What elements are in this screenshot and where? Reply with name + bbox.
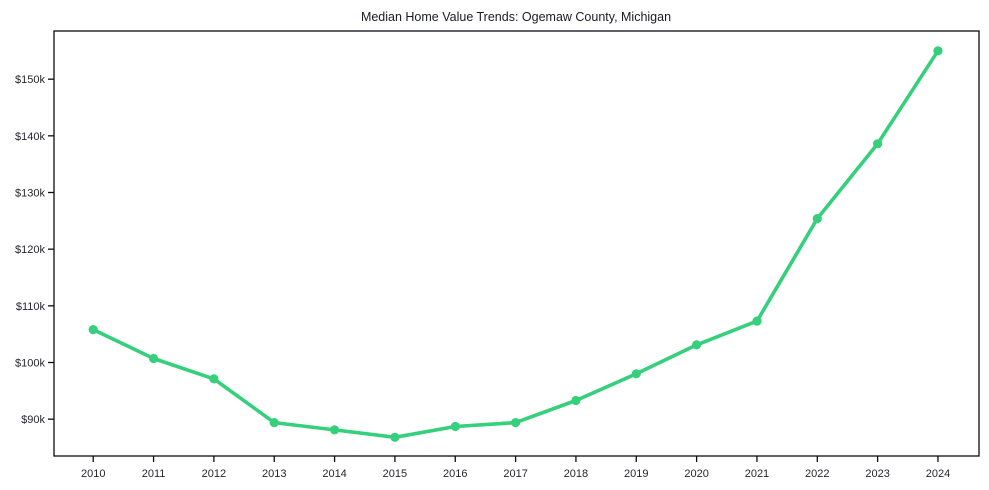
- y-tick-label: $100k: [15, 358, 45, 370]
- x-tick-label: 2020: [684, 468, 708, 480]
- data-point-2015: [390, 432, 400, 442]
- x-tick-label: 2011: [142, 468, 166, 480]
- data-point-2013: [269, 418, 279, 428]
- data-point-2023: [873, 139, 883, 149]
- y-tick-label: $90k: [21, 414, 45, 426]
- data-point-2022: [812, 214, 822, 224]
- y-tick-label: $140k: [15, 131, 45, 143]
- x-tick-label: 2013: [262, 468, 286, 480]
- chart-title: Median Home Value Trends: Ogemaw County,…: [361, 10, 671, 24]
- y-tick-label: $130k: [15, 188, 45, 200]
- data-point-2018: [571, 395, 581, 406]
- data-point-2021: [752, 316, 762, 326]
- data-point-2020: [692, 340, 702, 350]
- x-tick-label: 2023: [865, 468, 889, 480]
- x-tick-label: 2021: [745, 468, 769, 480]
- data-point-2011: [149, 353, 159, 364]
- y-tick-label: $110k: [16, 301, 46, 313]
- trend-line-group: [88, 46, 943, 442]
- data-point-2017: [510, 418, 521, 428]
- plot-area: [53, 30, 980, 457]
- x-tick-label: 2012: [202, 468, 226, 480]
- y-axis: $90k $100k $110k $120k $130k $140k $150k: [15, 74, 54, 426]
- x-tick-label: 2010: [81, 468, 105, 480]
- x-tick-label: 2016: [443, 468, 467, 480]
- data-point-2014: [330, 425, 340, 435]
- x-tick-label: 2014: [322, 468, 346, 480]
- x-tick-label: 2015: [383, 468, 407, 480]
- data-point-2019: [631, 369, 641, 379]
- y-tick-label: $120k: [15, 244, 45, 256]
- data-point-2010: [88, 325, 98, 335]
- x-tick-label: 2018: [564, 468, 588, 480]
- data-point-2016: [450, 421, 460, 432]
- y-tick-label: $150k: [15, 74, 45, 86]
- x-tick-label: 2022: [805, 468, 829, 480]
- data-point-2024: [933, 46, 943, 56]
- x-tick-label: 2024: [926, 468, 950, 480]
- x-tick-label: 2019: [624, 468, 648, 480]
- x-axis: 2010 2011 2012 2013 2014 2015 2016 2017 2018 2019…: [81, 456, 950, 480]
- plot-border: [53, 30, 980, 457]
- x-tick-label: 2017: [503, 468, 527, 480]
- data-point-2012: [209, 374, 219, 384]
